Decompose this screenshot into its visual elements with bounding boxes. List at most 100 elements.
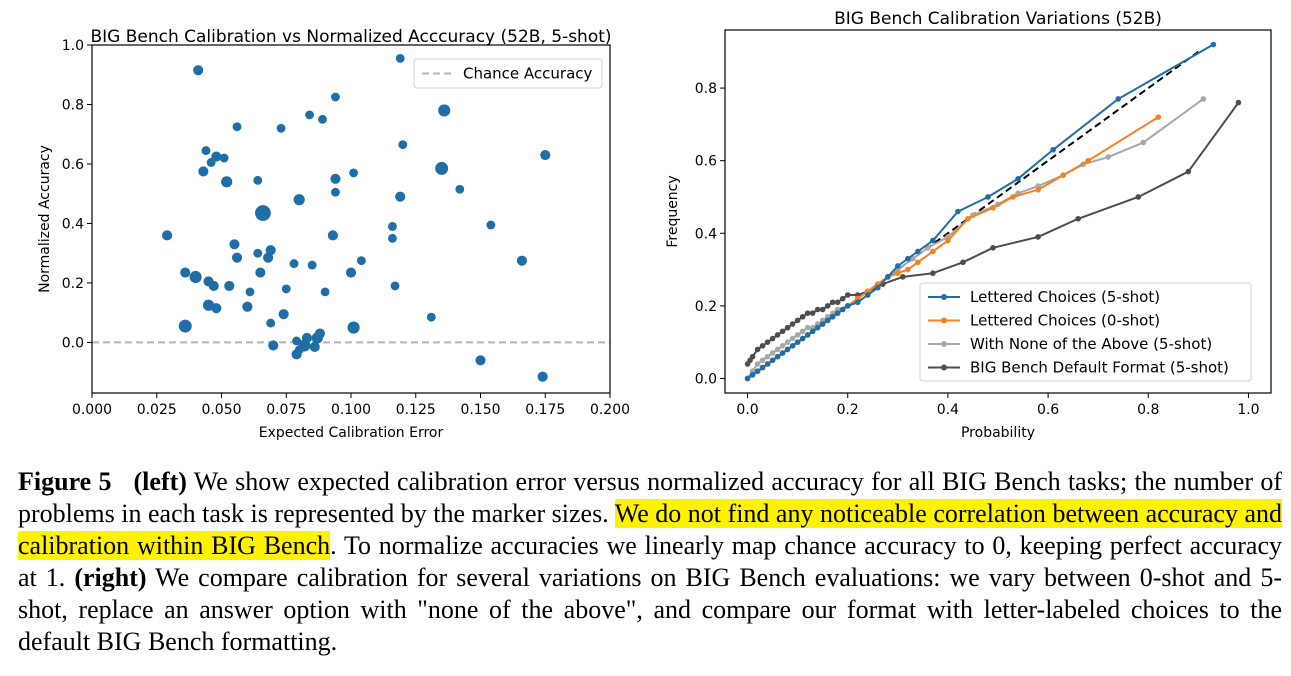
series-point — [915, 248, 921, 255]
x-axis-label: Probability — [961, 425, 1035, 441]
series-point — [905, 255, 911, 262]
series-point — [774, 346, 781, 353]
series-point — [824, 317, 831, 324]
x-tick-label: 0.000 — [72, 402, 112, 418]
series-point — [774, 332, 781, 338]
series-point — [1035, 186, 1041, 193]
scatter-point — [211, 303, 222, 314]
scatter-point — [455, 184, 465, 194]
series-point — [1035, 234, 1041, 240]
series-point — [819, 306, 826, 313]
scatter-point — [268, 340, 279, 351]
caption-right-tag: (right) — [74, 563, 147, 592]
series-point — [749, 353, 756, 360]
scatter-point — [537, 371, 548, 382]
scatter-point — [390, 281, 400, 291]
scatter-point — [224, 280, 235, 291]
scatter-point — [198, 166, 209, 177]
series-point — [930, 248, 936, 255]
series-point — [764, 361, 771, 367]
caption-text-2: . To normalize accuracies we linearly ma… — [18, 531, 1282, 592]
series-point — [1060, 172, 1066, 178]
series-point — [990, 245, 996, 251]
series-point — [769, 335, 776, 342]
scatter-point — [307, 260, 317, 270]
series-point — [1135, 194, 1142, 200]
series-point — [799, 335, 806, 342]
series-point — [955, 208, 961, 215]
y-tick-label: 0.2 — [62, 276, 84, 292]
scatter-point — [208, 280, 219, 291]
scatter-point — [309, 341, 320, 352]
series-point — [834, 310, 841, 316]
series-point — [794, 339, 801, 345]
scatter-point — [347, 321, 360, 334]
y-tick-label: 0.0 — [62, 335, 84, 351]
x-tick-label: 0.025 — [137, 402, 177, 418]
scatter-point — [395, 191, 406, 202]
scatter-point — [219, 153, 229, 163]
series-point — [864, 292, 871, 298]
legend-label: Lettered Choices (5-shot) — [970, 288, 1160, 306]
series-point — [1155, 114, 1162, 120]
series-point — [764, 339, 771, 345]
series-point — [804, 310, 811, 316]
series-point — [814, 306, 821, 313]
scatter-point — [232, 122, 242, 132]
series-point — [809, 328, 816, 335]
series-point — [794, 317, 801, 324]
series-point — [1235, 99, 1242, 106]
series-point — [1075, 215, 1081, 222]
scatter-point — [242, 301, 253, 312]
series-point — [1010, 194, 1016, 200]
x-axis-label: Expected Calibration Error — [259, 425, 444, 441]
x-tick-label: 1.0 — [1237, 402, 1259, 418]
scatter-point — [245, 287, 255, 297]
scatter-point — [266, 318, 276, 328]
series-point — [799, 313, 806, 320]
legend-marker-point — [941, 364, 947, 371]
series-point — [960, 259, 966, 266]
x-tick-label: 0.175 — [525, 402, 565, 418]
scatter-point — [349, 168, 359, 178]
scatter-point — [278, 309, 289, 320]
series-point — [804, 332, 811, 338]
y-axis-label: Frequency — [665, 175, 681, 247]
series-point — [759, 343, 766, 349]
x-tick-label: 0.6 — [1037, 402, 1059, 418]
scatter-point — [255, 205, 271, 221]
series-point — [1200, 96, 1207, 102]
scatter-point — [330, 173, 341, 184]
legend-marker-point — [941, 341, 947, 347]
series-point — [789, 335, 796, 342]
series-point — [779, 350, 786, 356]
scatter-point — [320, 287, 330, 297]
series-point — [1185, 168, 1192, 175]
series-point — [1085, 157, 1091, 164]
chart-title: BIG Bench Calibration vs Normalized Accc… — [90, 27, 611, 47]
series-point — [900, 274, 906, 280]
series-point — [839, 295, 846, 302]
series-point — [804, 324, 811, 331]
scatter-point — [475, 355, 486, 366]
x-tick-label: 0.100 — [331, 402, 371, 418]
legend-label: With None of the Above (5-shot) — [970, 335, 1212, 353]
legend-marker-point — [941, 317, 947, 324]
scatter-point — [438, 104, 451, 117]
series-point — [985, 194, 991, 200]
x-tick-label: 0.0 — [736, 402, 758, 418]
series-point — [1115, 96, 1122, 102]
scatter-point — [293, 194, 305, 206]
legend-label-chance-accuracy: Chance Accuracy — [463, 65, 593, 83]
scatter-point — [305, 110, 314, 120]
scatter-point — [193, 65, 204, 76]
series-point — [769, 350, 776, 356]
x-tick-label: 0.050 — [201, 402, 241, 418]
y-tick-label: 1.0 — [62, 38, 84, 54]
series-point — [915, 259, 921, 266]
series-point — [844, 303, 851, 309]
series-point — [814, 324, 821, 331]
plot-frame — [724, 29, 1272, 394]
series-point — [789, 321, 796, 327]
series-point — [854, 299, 861, 306]
